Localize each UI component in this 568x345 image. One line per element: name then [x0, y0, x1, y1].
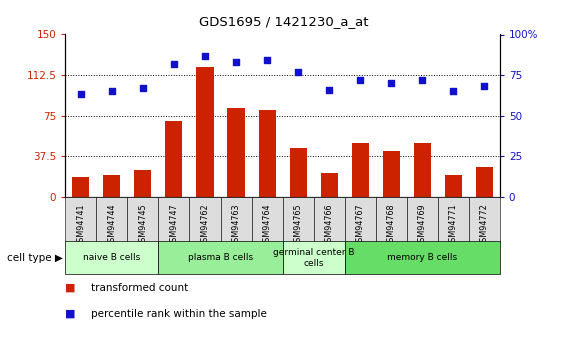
Bar	[65, 241, 158, 274]
Text: memory B cells: memory B cells	[387, 253, 457, 263]
Point	[294, 69, 303, 75]
Point	[417, 77, 427, 83]
Bar	[103, 175, 120, 197]
Point	[76, 92, 85, 97]
Text: GDS1695 / 1421230_a_at: GDS1695 / 1421230_a_at	[199, 16, 369, 29]
Bar	[72, 177, 89, 197]
Text: GSM94741: GSM94741	[76, 203, 85, 247]
Text: GSM94744: GSM94744	[107, 203, 116, 247]
Bar	[290, 148, 307, 197]
Bar	[228, 108, 245, 197]
Bar	[345, 241, 500, 274]
Text: GSM94772: GSM94772	[480, 203, 489, 247]
Point	[480, 83, 489, 89]
Bar	[445, 175, 462, 197]
Bar	[469, 197, 500, 241]
Bar	[190, 197, 220, 241]
Text: GSM94768: GSM94768	[387, 203, 396, 247]
Text: percentile rank within the sample: percentile rank within the sample	[91, 309, 267, 319]
Bar	[375, 197, 407, 241]
Text: germinal center B
cells: germinal center B cells	[273, 248, 354, 268]
Bar	[438, 197, 469, 241]
Bar	[252, 197, 283, 241]
Point	[232, 59, 241, 65]
Text: cell type ▶: cell type ▶	[7, 253, 62, 263]
Bar	[383, 151, 400, 197]
Point	[356, 77, 365, 83]
Text: ■: ■	[65, 309, 76, 319]
Bar	[220, 197, 252, 241]
Bar	[283, 241, 345, 274]
Bar	[352, 142, 369, 197]
Text: GSM94771: GSM94771	[449, 203, 458, 247]
Bar	[97, 197, 127, 241]
Text: ■: ■	[65, 283, 76, 293]
Text: GSM94763: GSM94763	[232, 203, 240, 247]
Text: GSM94765: GSM94765	[294, 203, 303, 247]
Point	[262, 58, 272, 63]
Point	[169, 61, 178, 67]
Bar	[320, 173, 337, 197]
Bar	[283, 197, 314, 241]
Text: GSM94767: GSM94767	[356, 203, 365, 247]
Point	[324, 87, 333, 92]
Bar	[127, 197, 158, 241]
Text: transformed count: transformed count	[91, 283, 188, 293]
Bar	[345, 197, 375, 241]
Bar	[165, 121, 182, 197]
Bar	[65, 197, 97, 241]
Text: GSM94764: GSM94764	[262, 203, 272, 247]
Text: GSM94766: GSM94766	[325, 203, 333, 247]
Text: GSM94769: GSM94769	[417, 203, 427, 247]
Bar	[258, 110, 275, 197]
Text: GSM94745: GSM94745	[139, 203, 148, 247]
Bar	[314, 197, 345, 241]
Text: plasma B cells: plasma B cells	[188, 253, 253, 263]
Point	[387, 80, 396, 86]
Point	[201, 53, 210, 58]
Bar	[197, 67, 214, 197]
Bar	[407, 197, 438, 241]
Text: naive B cells: naive B cells	[83, 253, 140, 263]
Bar	[158, 241, 283, 274]
Point	[449, 88, 458, 94]
Text: GSM94762: GSM94762	[201, 203, 210, 247]
Bar	[158, 197, 190, 241]
Point	[107, 88, 116, 94]
Point	[139, 85, 148, 91]
Bar	[414, 142, 431, 197]
Text: GSM94747: GSM94747	[169, 203, 178, 247]
Bar	[135, 170, 152, 197]
Bar	[476, 167, 493, 197]
